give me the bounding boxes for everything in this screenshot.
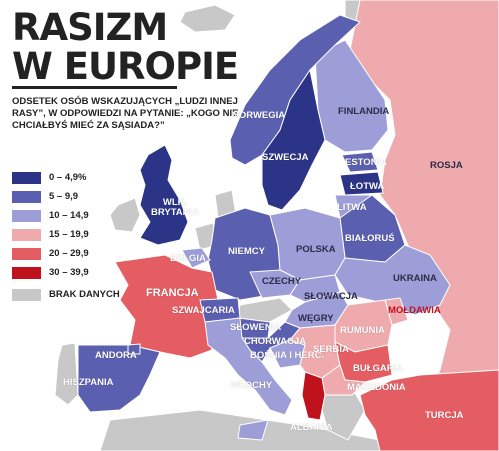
label-finlandia: FINLANDIA <box>338 106 390 117</box>
country-szwecja <box>261 68 326 211</box>
country-francja <box>114 254 219 359</box>
legend-item: 5 – 9,9 <box>12 187 120 206</box>
title-line-1: RASIZM <box>12 6 168 49</box>
country-turcja <box>359 369 499 451</box>
country-ukraina <box>334 244 451 316</box>
label-wegry: WĘGRY <box>298 313 334 324</box>
label-wlochy: WŁOCHY <box>230 380 273 391</box>
country-wlochy <box>204 317 293 441</box>
country-estonia <box>341 151 379 173</box>
country-belgia <box>181 247 211 269</box>
iceland-shape <box>179 4 236 33</box>
label-niemcy: NIEMCY <box>228 246 265 257</box>
legend-item: 20 – 29,9 <box>12 244 120 263</box>
label-czechy: CZECHY <box>262 276 302 287</box>
title-underline <box>12 86 177 89</box>
label-bulgaria: BUŁGARIA <box>353 363 404 374</box>
label-chorwacja: CHORWACJA <box>244 336 307 347</box>
label-francja: FRANCJA <box>146 287 199 299</box>
legend-item: 0 – 4,9% <box>12 168 120 187</box>
label-andora: ANDORA <box>95 350 137 361</box>
title-line-2: W EUROPIE <box>12 45 239 88</box>
label-slowacja: SŁOWACJA <box>304 291 358 302</box>
label-hiszpania: HISZPANIA <box>63 377 114 388</box>
legend-label: 20 – 29,9 <box>49 248 89 259</box>
legend-label: 5 – 9,9 <box>49 191 79 202</box>
legend-label: BRAK DANYCH <box>49 289 120 300</box>
label-turcja: TURCJA <box>425 410 464 421</box>
legend-item-nodata: BRAK DANYCH <box>12 285 120 304</box>
label-lotwa: ŁOTWA <box>350 181 385 192</box>
country-lotwa <box>339 171 384 196</box>
country-andora <box>127 343 141 355</box>
legend-label: 15 – 19,9 <box>49 229 89 240</box>
label-litwa: LITWA <box>337 202 367 213</box>
label-bialorus: BIAŁORUŚ <box>345 233 395 244</box>
portugal-shape <box>54 342 79 406</box>
label-norwegia: NORWEGIA <box>232 110 286 121</box>
label-serbia: SERBIA <box>313 344 349 355</box>
legend: 0 – 4,9% 5 – 9,9 10 – 14,9 15 – 19,9 20 … <box>12 168 120 304</box>
legend-swatch <box>12 266 41 279</box>
country-norwegia <box>229 14 361 166</box>
label-moldawia: MOŁDAWIA <box>388 305 441 316</box>
legend-item: 15 – 19,9 <box>12 225 120 244</box>
label-slowenia: SŁOWENIA <box>230 322 282 333</box>
legend-swatch <box>12 209 41 222</box>
legend-swatch <box>12 228 41 241</box>
label-wlk-brytania: WLK. BRYTANIA <box>150 197 200 218</box>
legend-swatch <box>12 288 41 301</box>
legend-label: 10 – 14,9 <box>49 210 89 221</box>
label-rosja: ROSJA <box>430 160 463 171</box>
country-albania <box>301 371 326 421</box>
legend-item: 30 – 39,9 <box>12 263 120 282</box>
label-belgia: BELGIA <box>170 253 206 264</box>
label-ukraina: UKRAINA <box>393 273 437 284</box>
legend-swatch <box>12 247 41 260</box>
legend-label: 30 – 39,9 <box>49 267 89 278</box>
legend-swatch <box>12 171 41 184</box>
label-macedonia: MACEDONIA <box>347 382 406 393</box>
label-szwecja: SZWECJA <box>262 152 309 163</box>
label-polska: POLSKA <box>296 244 336 255</box>
label-estonia: ESTONIA <box>345 157 388 168</box>
subtitle: ODSETEK OSÓB WSKAZUJĄCYCH „LUDZI INNEJ R… <box>12 96 239 131</box>
label-rumunia: RUMUNIA <box>340 325 385 336</box>
ireland-shape <box>109 197 141 233</box>
label-szwajcaria: SZWAJCARIA <box>172 305 235 316</box>
legend-swatch <box>12 190 41 203</box>
label-albania: ALBANIA <box>290 422 333 433</box>
legend-label: 0 – 4,9% <box>49 172 87 183</box>
country-wlk-brytania <box>139 144 189 246</box>
label-bosnia: BOŚNIA I HERC. <box>250 350 325 361</box>
legend-item: 10 – 14,9 <box>12 206 120 225</box>
